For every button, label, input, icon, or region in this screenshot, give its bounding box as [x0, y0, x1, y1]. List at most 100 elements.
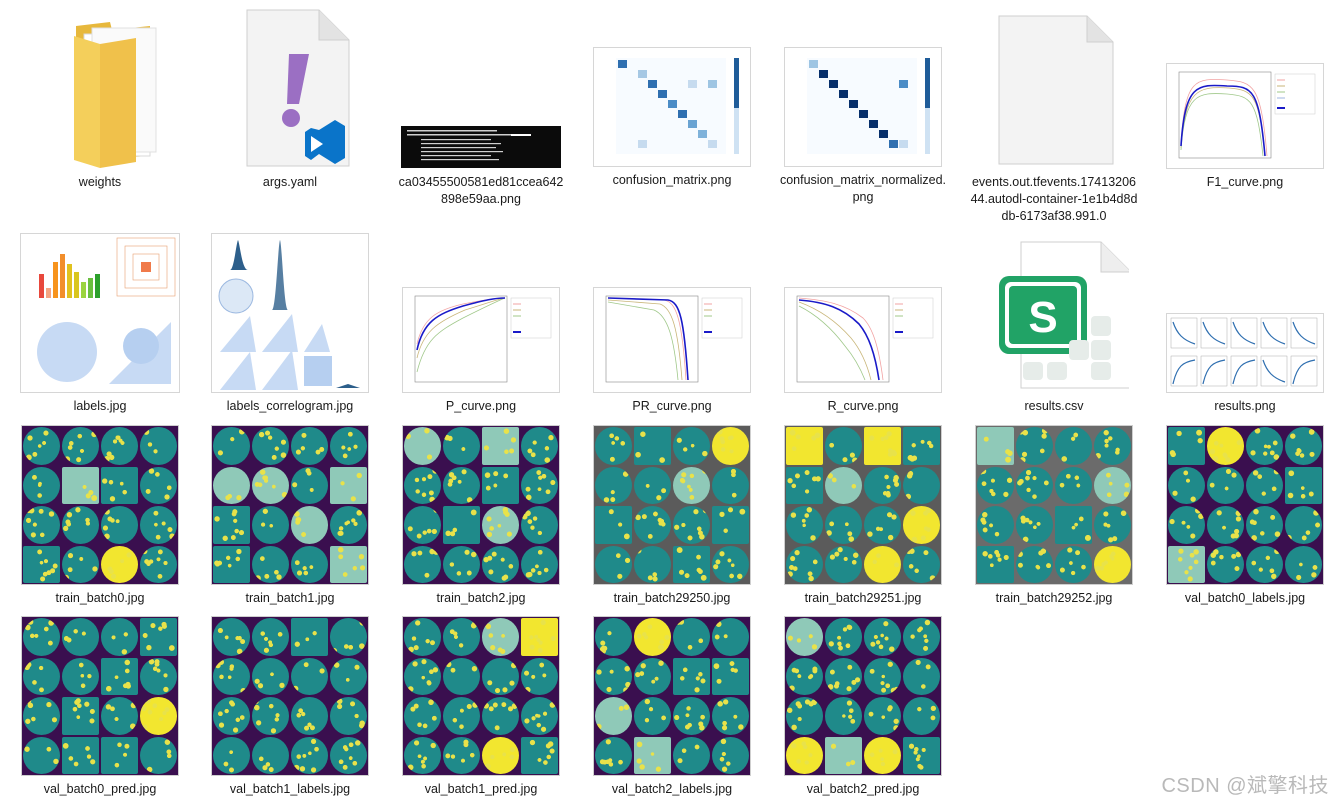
petri-dish-tile: [23, 736, 60, 774]
petri-dish-tile: [252, 736, 289, 774]
file-item-confusion-matrix[interactable]: confusion_matrix.png: [582, 8, 762, 189]
petri-dish-tile: [786, 545, 823, 583]
file-name: train_batch29252.jpg: [995, 591, 1113, 605]
petri-dish-tile: [140, 618, 177, 656]
petri-dish-tile: [903, 506, 940, 544]
file-item-args-yaml[interactable]: args.yaml: [200, 8, 380, 191]
watermark: CSDN @斌擎科技: [1161, 775, 1329, 797]
petri-dish-tile: [864, 618, 901, 656]
confusion-matrix-thumbnail: [594, 48, 750, 166]
file-item-val-batch0-pred[interactable]: val_batch0_pred.jpg: [10, 617, 190, 798]
petri-dish-tile: [62, 545, 99, 583]
file-item-val-batch2-pred[interactable]: val_batch2_pred.jpg: [773, 617, 953, 798]
file-item-terminal-png[interactable]: ca03455500581ed81ccea642898e59aa.png: [391, 8, 571, 208]
petri-dish-tile: [786, 466, 823, 504]
file-item-results-csv[interactable]: S results.csv: [964, 234, 1144, 415]
file-item-r-curve[interactable]: R_curve.png: [773, 234, 953, 415]
file-name: val_batch1_pred.jpg: [424, 782, 538, 796]
petri-dish-tile: [521, 466, 558, 504]
petri-dish-tile: [62, 657, 99, 695]
petri-dish-tile: [291, 657, 328, 695]
petri-dish-tile: [443, 657, 480, 695]
petri-dish-tile: [252, 545, 289, 583]
petri-dish-tile: [23, 466, 60, 504]
petri-dish-tile: [712, 506, 749, 544]
petri-dish-tile: [101, 506, 138, 544]
file-item-results-png[interactable]: results.png: [1155, 234, 1335, 415]
file-item-confusion-matrix-normalized[interactable]: confusion_matrix_normalized.png: [773, 8, 953, 206]
petri-dish-tile: [1016, 427, 1053, 465]
petri-dish-tile: [825, 466, 862, 504]
petri-dish-tile: [1094, 506, 1131, 544]
petri-dish-tile: [1094, 466, 1131, 504]
petri-dish-tile: [482, 697, 519, 735]
file-item-val-batch1-pred[interactable]: val_batch1_pred.jpg: [391, 617, 571, 798]
petri-dish-tile: [140, 466, 177, 504]
file-item-tfevents[interactable]: events.out.tfevents.1741320644.autodl-co…: [964, 8, 1144, 225]
petri-dish-tile: [213, 657, 250, 695]
petri-dish-tile: [213, 618, 250, 656]
file-item-f1-curve[interactable]: F1_curve.png: [1155, 8, 1335, 191]
petri-dish-tile: [23, 618, 60, 656]
file-name: results.png: [1214, 399, 1276, 413]
file-item-labels[interactable]: labels.jpg: [10, 234, 190, 415]
file-item-labels-correlogram[interactable]: labels_correlogram.jpg: [200, 234, 380, 415]
petri-dish-tile: [252, 618, 289, 656]
petri-dish-tile: [62, 506, 99, 544]
petri-dish-tile: [1285, 427, 1322, 465]
petri-dish-tile: [595, 427, 632, 465]
file-item-val-batch0-labels[interactable]: val_batch0_labels.jpg: [1155, 426, 1335, 607]
file-item-weights[interactable]: weights: [10, 8, 190, 191]
file-name: confusion_matrix.png: [612, 173, 732, 187]
petri-dish-tile: [23, 545, 60, 583]
file-item-train-batch0[interactable]: train_batch0.jpg: [10, 426, 190, 607]
petri-dish-tile: [864, 466, 901, 504]
petri-dish-tile: [634, 466, 671, 504]
petri-dish-tile: [521, 427, 558, 465]
file-item-pr-curve[interactable]: PR_curve.png: [582, 234, 762, 415]
petri-dish-tile: [595, 657, 632, 695]
petri-dish-tile: [977, 427, 1014, 465]
petri-dish-tile: [1094, 427, 1131, 465]
petri-dish-tile: [101, 736, 138, 774]
file-name: P_curve.png: [445, 399, 517, 413]
petri-dish-tile: [443, 736, 480, 774]
petri-dish-tile: [634, 697, 671, 735]
petri-dish-tile: [673, 697, 710, 735]
petri-dish-tile: [977, 466, 1014, 504]
petri-dish-tile: [1246, 466, 1283, 504]
petri-dish-tile: [404, 427, 441, 465]
petri-dish-tile: [291, 427, 328, 465]
file-item-train-batch29250[interactable]: train_batch29250.jpg: [582, 426, 762, 607]
petri-dish-tile: [634, 736, 671, 774]
petri-dish-tile: [140, 427, 177, 465]
file-item-val-batch2-labels[interactable]: val_batch2_labels.jpg: [582, 617, 762, 798]
confusion-matrix-normalized-thumbnail: [785, 48, 941, 166]
petri-dish-tile: [291, 697, 328, 735]
val-batch2-labels-thumbnail: [594, 617, 750, 775]
file-name: ca03455500581ed81ccea642898e59aa.png: [398, 175, 564, 206]
file-item-p-curve[interactable]: P_curve.png: [391, 234, 571, 415]
file-item-val-batch1-labels[interactable]: val_batch1_labels.jpg: [200, 617, 380, 798]
petri-dish-tile: [443, 427, 480, 465]
results-thumbnail: [1167, 314, 1323, 392]
file-item-train-batch2[interactable]: train_batch2.jpg: [391, 426, 571, 607]
file-item-train-batch29251[interactable]: train_batch29251.jpg: [773, 426, 953, 607]
f1-curve-thumbnail: [1167, 64, 1323, 168]
petri-dish-tile: [252, 466, 289, 504]
petri-dish-tile: [825, 618, 862, 656]
petri-dish-tile: [101, 697, 138, 735]
petri-dish-tile: [482, 657, 519, 695]
petri-dish-tile: [712, 618, 749, 656]
petri-dish-tile: [482, 618, 519, 656]
svg-text:S: S: [1028, 293, 1057, 342]
petri-dish-tile: [634, 506, 671, 544]
file-item-train-batch1[interactable]: train_batch1.jpg: [200, 426, 380, 607]
petri-dish-tile: [825, 736, 862, 774]
petri-dish-tile: [712, 545, 749, 583]
petri-dish-tile: [1285, 545, 1322, 583]
petri-dish-tile: [521, 697, 558, 735]
petri-dish-tile: [903, 736, 940, 774]
petri-dish-tile: [595, 618, 632, 656]
file-item-train-batch29252[interactable]: train_batch29252.jpg: [964, 426, 1144, 607]
